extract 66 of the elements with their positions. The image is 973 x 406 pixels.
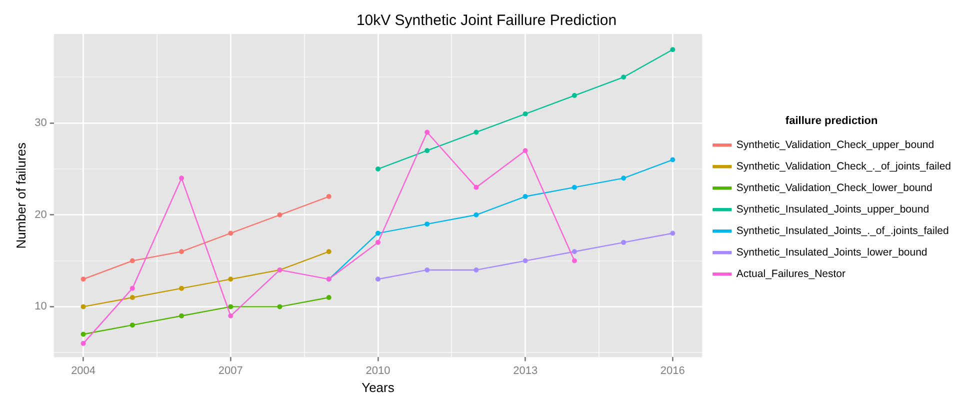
point xyxy=(424,222,430,227)
point xyxy=(424,130,430,135)
point xyxy=(326,249,332,254)
point xyxy=(572,184,577,190)
legend-title: faillure prediction xyxy=(785,115,878,128)
point xyxy=(474,267,479,272)
chart-title: 10kV Synthetic Joint Faillure Prediction xyxy=(356,12,617,30)
point xyxy=(80,332,86,337)
point xyxy=(375,240,380,245)
point xyxy=(621,176,626,181)
point xyxy=(474,212,479,218)
point xyxy=(424,267,430,272)
point xyxy=(277,304,282,310)
point xyxy=(228,230,234,236)
x-tick-label: 2013 xyxy=(513,364,538,377)
point xyxy=(572,249,577,254)
point xyxy=(277,212,282,218)
point xyxy=(375,166,380,172)
point xyxy=(130,286,135,291)
point xyxy=(522,258,528,264)
legend-label: Synthetic_Validation_Check_._of_joints_failed xyxy=(736,160,952,172)
point xyxy=(179,286,184,291)
point xyxy=(228,313,234,318)
y-tick-label: 10 xyxy=(34,300,47,313)
y-axis-title: Number of failures xyxy=(13,142,28,249)
x-tick-label: 2004 xyxy=(71,364,96,377)
point xyxy=(80,304,86,310)
point xyxy=(621,240,626,245)
point xyxy=(130,322,135,328)
x-tick-label: 2010 xyxy=(366,364,390,377)
legend-label: Actual_Failures_Nestor xyxy=(736,268,846,280)
point xyxy=(375,230,380,236)
point xyxy=(326,194,332,200)
legend-label: Synthetic_Insulated_Joints_._of_.joints_failed xyxy=(736,224,950,237)
point xyxy=(375,276,380,282)
point xyxy=(179,176,184,181)
point xyxy=(130,295,135,300)
point xyxy=(474,130,479,135)
point xyxy=(130,258,135,264)
point xyxy=(670,157,676,162)
point xyxy=(326,295,332,300)
legend-label: Synthetic_Validation_Check_upper_bound xyxy=(736,138,934,151)
point xyxy=(424,148,430,154)
point xyxy=(179,313,184,318)
point xyxy=(572,258,577,264)
point xyxy=(228,304,234,310)
point xyxy=(179,249,184,254)
legend-label: Synthetic_Insulated_Joints_lower_bound xyxy=(736,246,928,258)
point xyxy=(522,148,528,154)
point xyxy=(670,47,676,52)
point xyxy=(228,276,234,282)
point xyxy=(522,194,528,200)
legend-label: Synthetic_Insulated_Joints_upper_bound xyxy=(736,203,930,216)
x-tick-label: 2016 xyxy=(660,364,685,377)
x-tick-label: 2007 xyxy=(218,364,243,377)
point xyxy=(474,184,479,190)
point xyxy=(80,276,86,282)
point xyxy=(572,93,577,98)
point xyxy=(670,230,676,236)
legend-label: Synthetic_Validation_Check_lower_bound xyxy=(736,182,932,194)
point xyxy=(621,74,626,80)
x-axis-title: Years xyxy=(362,380,395,395)
y-tick-label: 30 xyxy=(34,117,47,130)
point xyxy=(80,340,86,346)
y-tick-label: 20 xyxy=(34,208,47,221)
point xyxy=(522,111,528,116)
